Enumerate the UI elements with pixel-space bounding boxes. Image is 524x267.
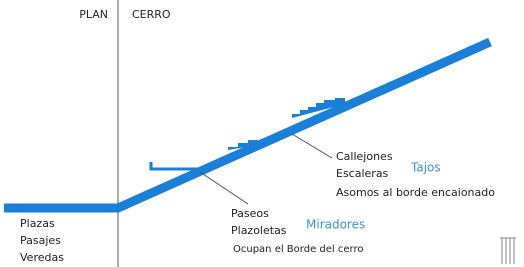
diagram: PLAN CERRO Plazas Pasajes Veredas Paseos… (0, 0, 524, 267)
terrain (4, 42, 490, 208)
mirador (151, 162, 198, 169)
leader (292, 134, 332, 158)
icon (500, 238, 516, 264)
item: Ocupan el Borde del cerro (233, 244, 363, 255)
item: Plazoletas (231, 224, 287, 237)
item: Veredas (20, 251, 64, 264)
item: Paseos (231, 207, 269, 220)
item: Escaleras (336, 167, 389, 180)
tag: Tajos (410, 161, 441, 175)
cerro-label: CERRO (132, 8, 171, 21)
leader (200, 172, 248, 204)
item: Plazas (20, 217, 55, 230)
item: Asomos al borde encaionado (336, 186, 495, 199)
tag: Miradores (306, 218, 365, 232)
plan-label: PLAN (79, 8, 108, 21)
item: Pasajes (20, 234, 61, 247)
item: Callejones (336, 150, 393, 163)
